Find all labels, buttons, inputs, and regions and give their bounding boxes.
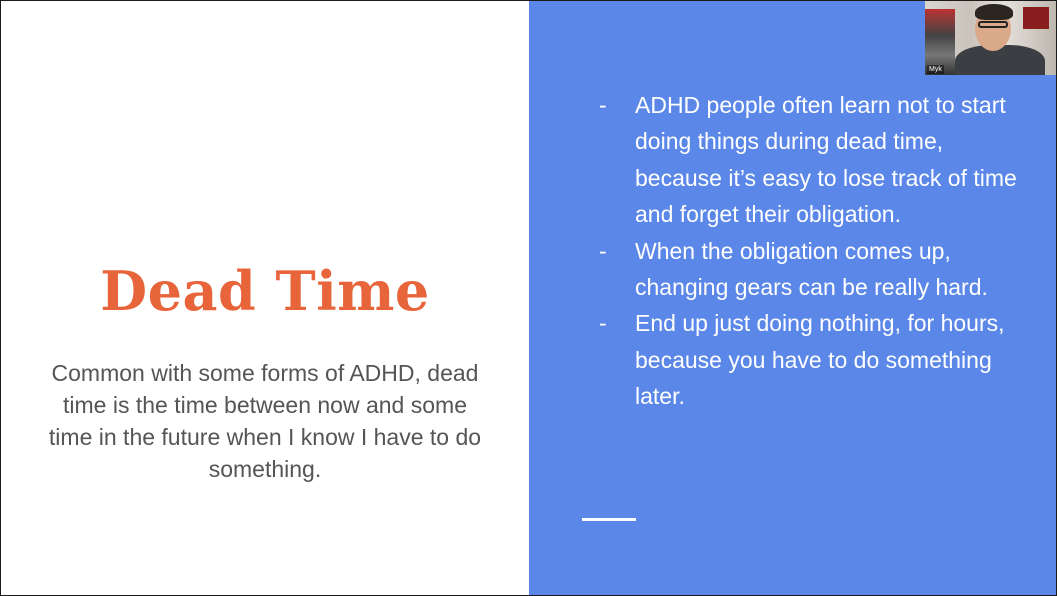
- bullet-text: When the obligation comes up, changing g…: [635, 237, 988, 301]
- bullet-item: - End up just doing nothing, for hours, …: [599, 305, 1019, 414]
- slide-right-panel: - ADHD people often learn not to start d…: [529, 1, 1056, 595]
- video-wall-picture: [1023, 7, 1049, 29]
- bullet-list: - ADHD people often learn not to start d…: [599, 87, 1019, 415]
- slide-title: Dead Time: [100, 259, 430, 323]
- bullet-item: - When the obligation comes up, changing…: [599, 233, 1019, 306]
- decorative-divider: [582, 518, 636, 521]
- bullet-marker: -: [599, 310, 607, 337]
- bullet-marker: -: [599, 92, 607, 118]
- slide-description: Common with some forms of ADHD, dead tim…: [48, 360, 482, 482]
- video-shelf: [925, 9, 955, 75]
- bullet-item: - ADHD people often learn not to start d…: [599, 87, 1019, 233]
- participant-hair: [975, 4, 1013, 20]
- participant-video-tile[interactable]: Myk: [925, 1, 1056, 75]
- bullet-text: End up just doing nothing, for hours, be…: [635, 310, 1005, 410]
- participant-body: [955, 45, 1045, 75]
- slide-left-panel: Dead Time Common with some forms of ADHD…: [1, 1, 529, 595]
- bullet-marker: -: [599, 237, 607, 264]
- participant-name-label: Myk: [927, 65, 944, 74]
- participant-glasses: [978, 21, 1008, 28]
- bullet-text: ADHD people often learn not to start doi…: [635, 92, 1017, 228]
